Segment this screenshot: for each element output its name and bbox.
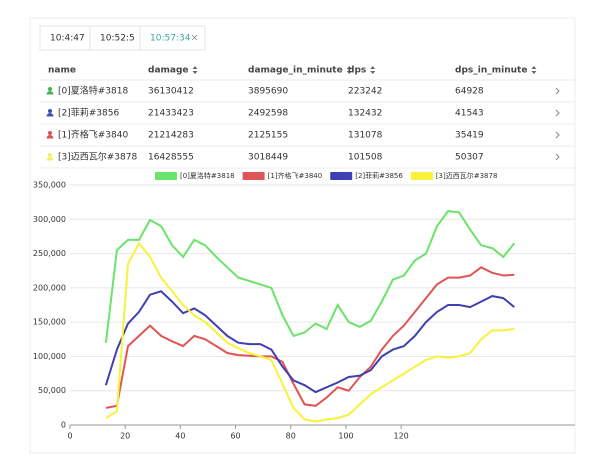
column-header: damage [148, 66, 189, 76]
row-chevron[interactable] [555, 109, 560, 117]
y-tick-label: 100,000 [33, 352, 66, 361]
x-tick-label: 120 [394, 432, 409, 441]
user-icon-body [46, 113, 54, 117]
y-tick-label: 300,000 [33, 215, 66, 224]
cell: 16428555 [148, 153, 194, 163]
user-icon-head [48, 109, 52, 113]
series-line [104, 210, 516, 343]
user-icon-body [46, 91, 54, 95]
cell: 223242 [348, 87, 382, 97]
legend-label[interactable]: [2]菲莉#3856 [355, 171, 403, 180]
column-header: dps [348, 66, 366, 76]
legend-swatch[interactable] [410, 172, 433, 180]
cell: 131078 [348, 131, 383, 141]
cell: 101508 [348, 153, 383, 163]
cell: 41543 [455, 109, 484, 119]
y-tick-label: 50,000 [38, 386, 66, 395]
tab[interactable] [39, 25, 91, 51]
legend-swatch[interactable] [330, 172, 353, 180]
y-tick-label: 200,000 [33, 283, 66, 292]
x-tick-label: 40 [175, 432, 185, 441]
row-chevron[interactable] [555, 131, 560, 139]
user-icon-head [48, 131, 52, 135]
cell: 3018449 [248, 153, 288, 163]
card [29, 17, 576, 454]
cell: 2492598 [248, 109, 288, 119]
cell: 35419 [455, 131, 484, 141]
series-line [105, 266, 515, 409]
y-tick-label: 150,000 [33, 318, 66, 327]
y-tick-label: 350,000 [33, 181, 66, 190]
column-header: damage_in_minute [248, 66, 343, 76]
cell: 64928 [455, 87, 484, 97]
tab-label: 10:57:34 [150, 34, 191, 44]
cell: 3895690 [248, 87, 288, 97]
cell: [3]迈西瓦尔#3878 [58, 151, 137, 163]
row-chevron[interactable] [555, 87, 560, 95]
legend-label[interactable]: [1]齐格飞#3840 [268, 171, 323, 180]
cell: 132432 [348, 109, 382, 119]
column-header: dps_in_minute [455, 66, 527, 76]
cell: 21214283 [148, 131, 194, 141]
cell: [0]夏洛特#3818 [58, 85, 128, 97]
series-line [104, 290, 515, 394]
legend-label[interactable]: [3]迈西瓦尔#3878 [436, 171, 498, 180]
x-tick-label: 20 [120, 432, 130, 441]
tab[interactable] [89, 25, 141, 51]
cell: [2]菲莉#3856 [58, 107, 119, 119]
sort-icon[interactable] [192, 66, 198, 74]
legend-swatch[interactable] [242, 172, 265, 180]
sort-icon[interactable] [346, 66, 352, 74]
x-tick-label: 100 [338, 432, 353, 441]
user-icon-body [46, 135, 54, 139]
x-tick-label: 0 [67, 432, 72, 441]
legend-label[interactable]: [0]夏洛特#3818 [180, 171, 235, 180]
legend-swatch[interactable] [155, 172, 177, 180]
tab-label: 10:4:47 [50, 34, 85, 44]
cell: 21433423 [148, 109, 194, 119]
y-tick-label: 0 [61, 421, 66, 430]
tab-label: 10:52:5 [100, 34, 135, 44]
cell: 36130412 [148, 87, 194, 97]
cell: 50307 [455, 153, 484, 163]
series-line [105, 241, 515, 423]
x-tick-label: 80 [286, 432, 296, 441]
sort-icon[interactable] [370, 66, 376, 74]
row-chevron[interactable] [555, 153, 560, 161]
column-header: name [48, 66, 76, 76]
cell: [1]齐格飞#3840 [58, 129, 128, 141]
y-tick-label: 250,000 [33, 249, 66, 258]
sort-icon[interactable] [531, 66, 537, 74]
user-icon-head [48, 153, 52, 157]
user-icon-body [46, 157, 54, 161]
user-icon-head [48, 87, 52, 91]
tab-close[interactable] [191, 34, 198, 41]
cell: 2125155 [248, 131, 288, 141]
x-tick-label: 60 [230, 432, 240, 441]
